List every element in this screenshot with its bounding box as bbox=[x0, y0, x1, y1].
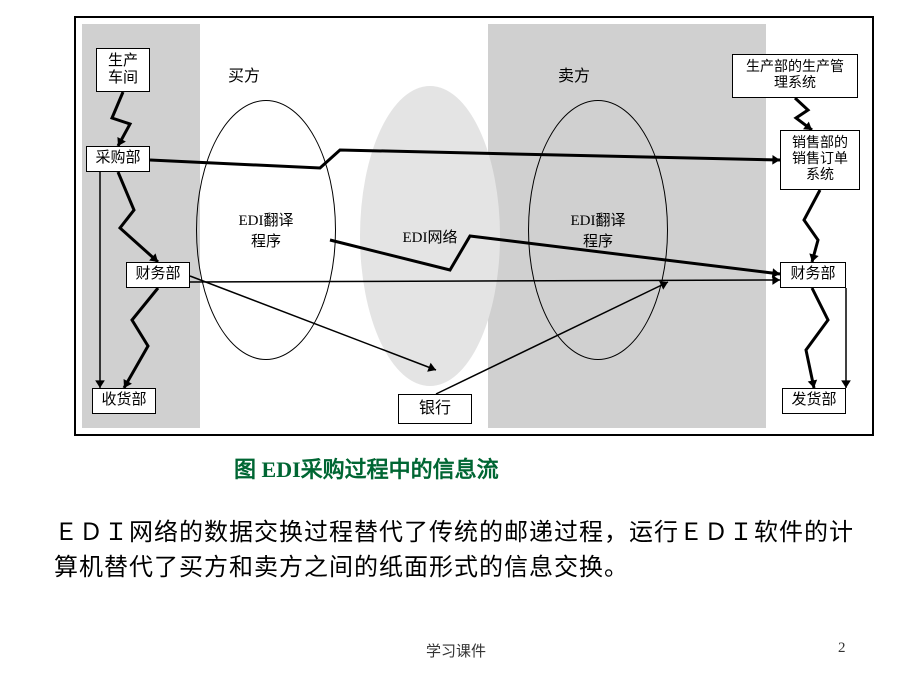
caption-prefix: 图 bbox=[234, 457, 256, 482]
footer-text: 学习课件 bbox=[426, 640, 486, 661]
zone-label-seller: 卖方 bbox=[558, 62, 590, 86]
node-sales_sys: 销售部的 销售订单 系统 bbox=[780, 130, 860, 190]
body-text: ＥＤＩ网络的数据交换过程替代了传统的邮递过程，运行ＥＤＩ软件的计算机替代了买方和… bbox=[54, 516, 874, 586]
node-purchase: 采购部 bbox=[86, 146, 150, 172]
node-bank: 银行 bbox=[398, 394, 472, 424]
page-number: 2 bbox=[838, 640, 846, 657]
ellipse-net: EDI网络 bbox=[360, 86, 500, 386]
figure-caption: 图 EDI采购过程中的信息流 bbox=[234, 452, 499, 484]
zone-label-buyer: 买方 bbox=[228, 62, 260, 86]
node-fin_r: 财务部 bbox=[780, 262, 846, 288]
node-prod_shop: 生产 车间 bbox=[96, 48, 150, 92]
ellipse-left: EDI翻译 程序 bbox=[196, 100, 336, 360]
node-prod_sys: 生产部的生产管 理系统 bbox=[732, 54, 858, 98]
caption-text: EDI采购过程中的信息流 bbox=[262, 457, 499, 482]
node-recv: 收货部 bbox=[92, 388, 156, 414]
ellipse-right: EDI翻译 程序 bbox=[528, 100, 668, 360]
node-ship: 发货部 bbox=[782, 388, 846, 414]
node-fin_l: 财务部 bbox=[126, 262, 190, 288]
